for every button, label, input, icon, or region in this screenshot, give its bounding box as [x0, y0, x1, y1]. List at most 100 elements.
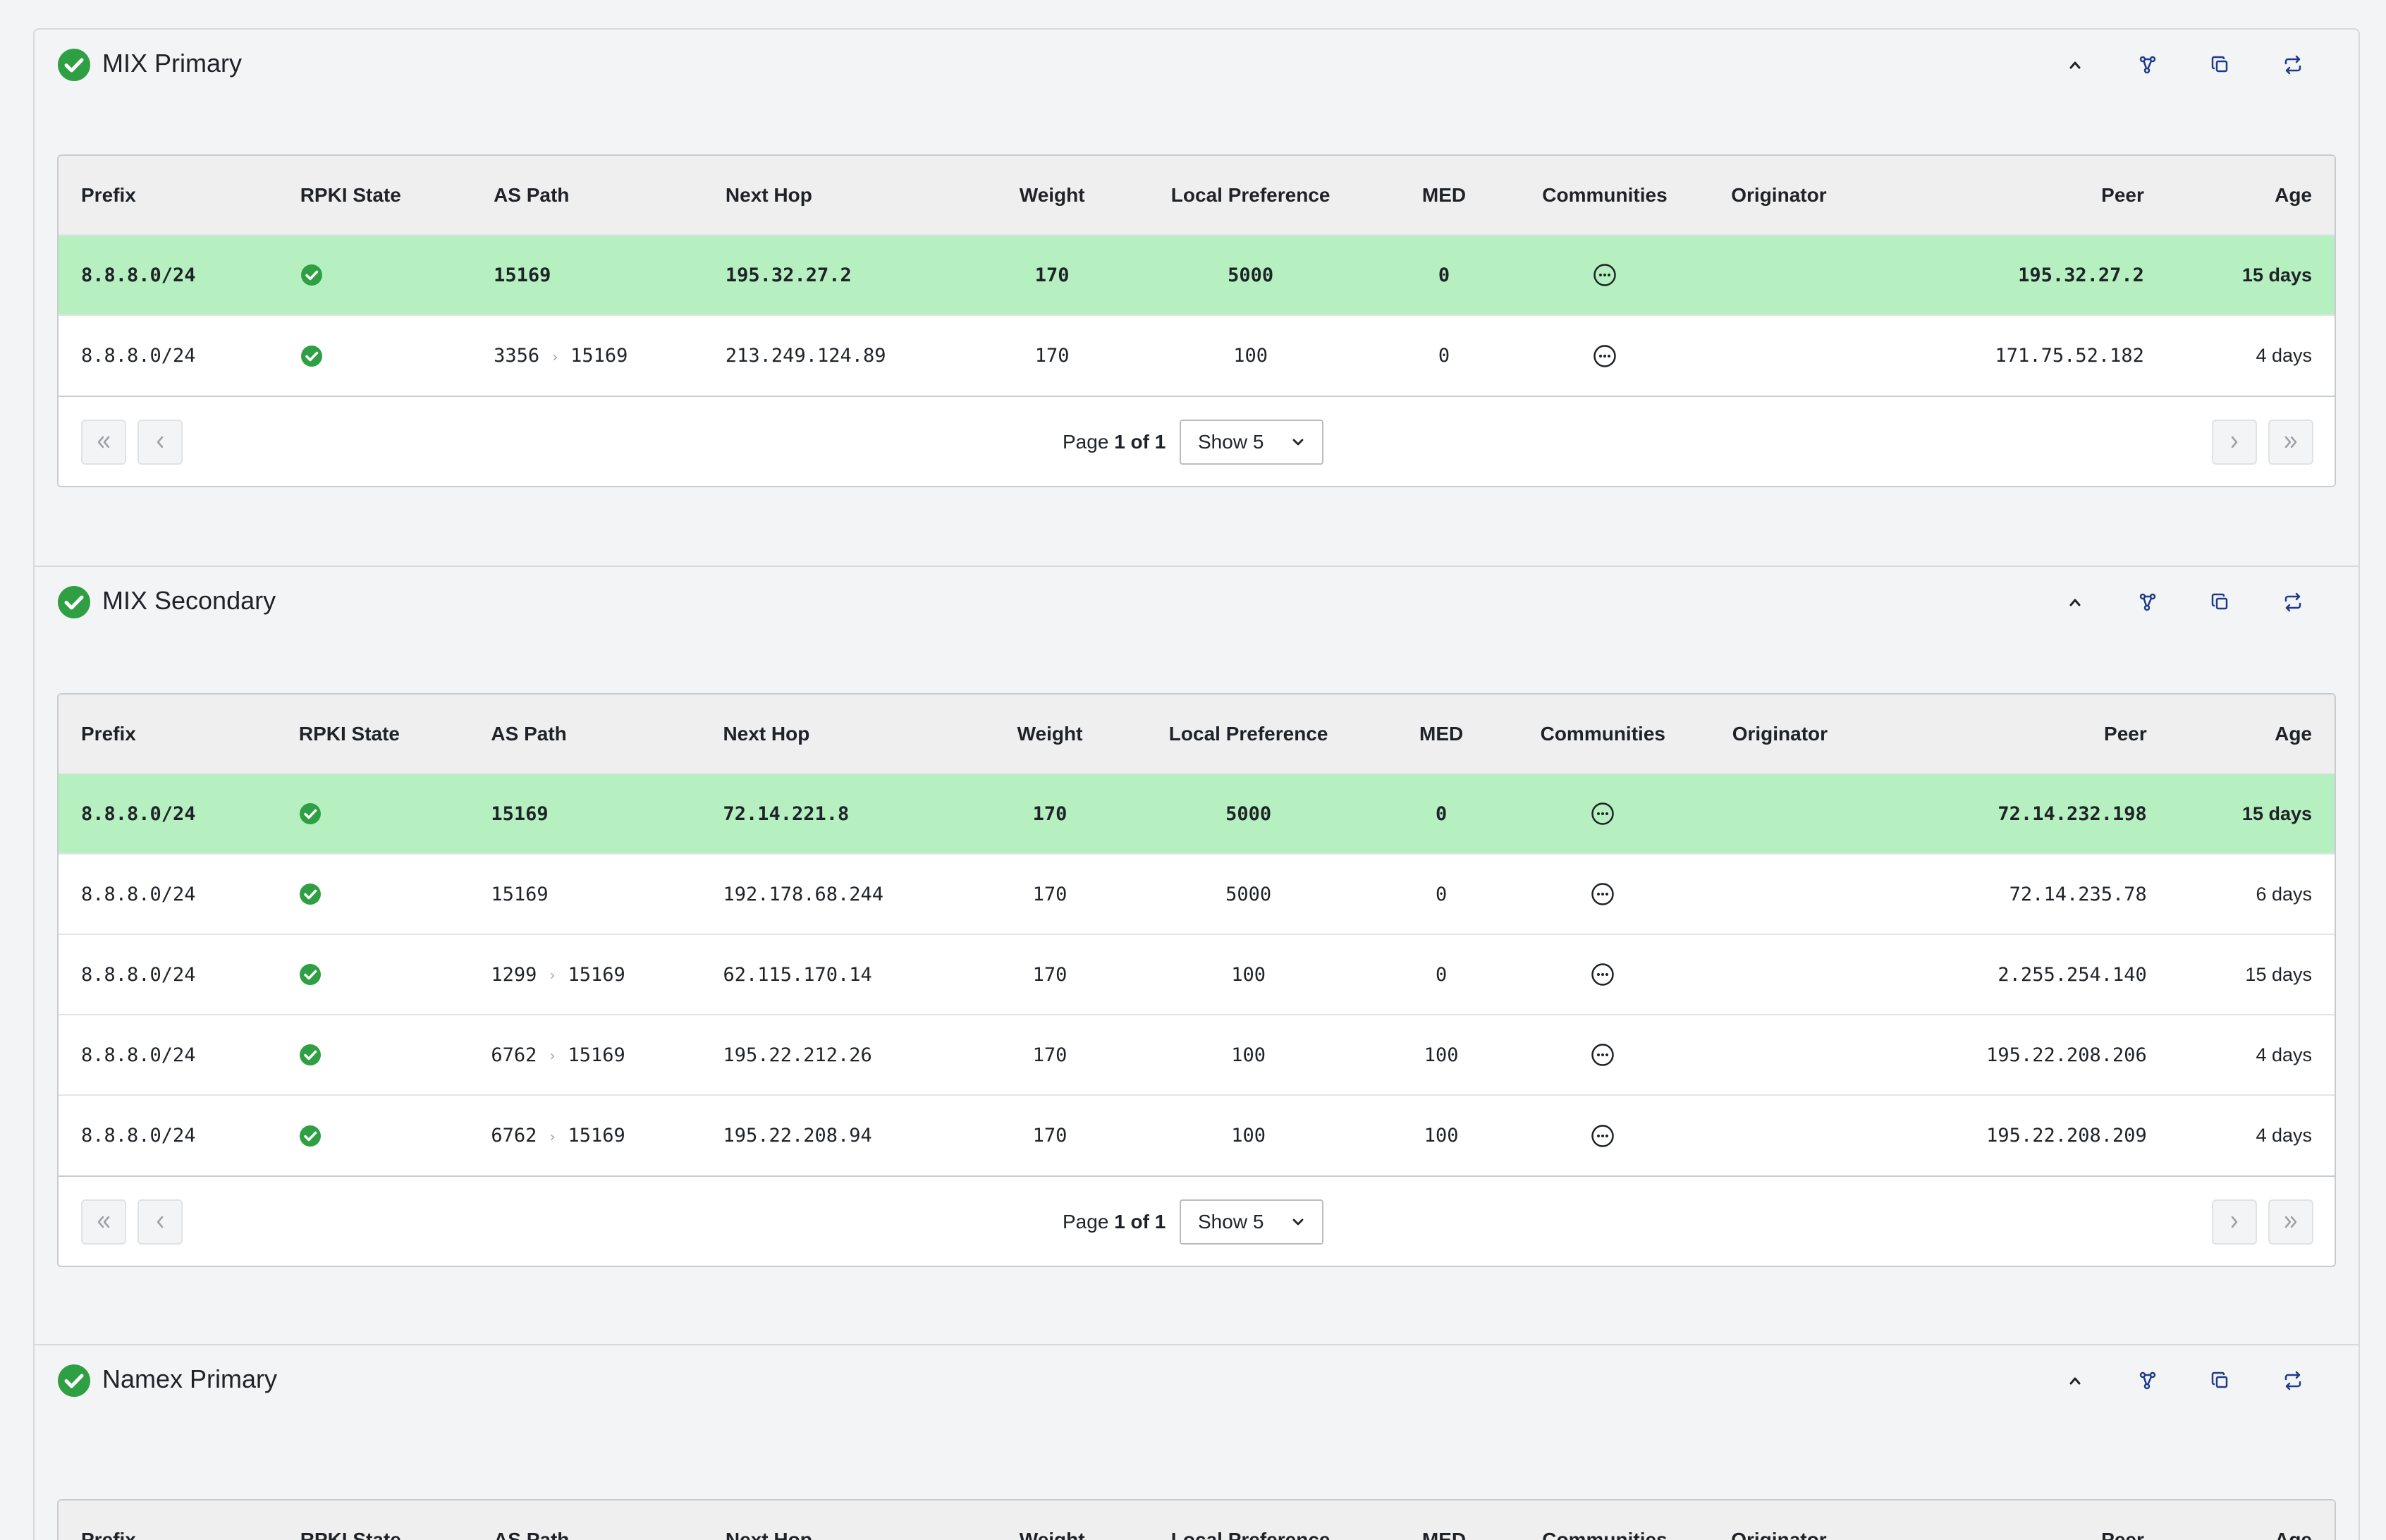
table-row[interactable]: 8.8.8.0/24 3356 › 15169 213.249.124.89 170… — [59, 315, 2335, 396]
col-as-path[interactable]: AS Path — [494, 1529, 570, 1540]
table-header-row: Prefix RPKI State AS Path Next Hop Weigh… — [59, 1501, 2335, 1540]
col-local-pref[interactable]: Local Preference — [1170, 1529, 1330, 1540]
table-row[interactable]: 8.8.8.0/24 1299 › 15169 62.115.170.14 170 … — [59, 934, 2335, 1015]
col-age[interactable]: Age — [2275, 1529, 2312, 1540]
as-path-separator-icon: › — [551, 348, 560, 365]
col-next-hop[interactable]: Next Hop — [725, 183, 812, 206]
prev-page-button[interactable] — [137, 420, 183, 465]
as-number[interactable]: 15169 — [491, 802, 549, 825]
first-page-button[interactable] — [81, 420, 126, 465]
col-med[interactable]: MED — [1419, 722, 1464, 745]
med-cell: 0 — [1438, 345, 1450, 367]
copy-button[interactable] — [2201, 1361, 2240, 1400]
col-communities[interactable]: Communities — [1540, 722, 1665, 745]
router-section: Namex Primary — [35, 1345, 2359, 1540]
copy-button[interactable] — [2201, 582, 2240, 622]
table-row[interactable]: 8.8.8.0/24 15169 192.178.68.244 170 5000… — [59, 854, 2335, 934]
refresh-button[interactable] — [2273, 45, 2313, 85]
as-number[interactable]: 1299 — [491, 963, 537, 986]
as-number[interactable]: 15169 — [494, 264, 551, 286]
col-originator[interactable]: Originator — [1731, 1529, 1827, 1540]
ellipsis-icon[interactable] — [1591, 882, 1615, 906]
col-local-pref[interactable]: Local Preference — [1168, 722, 1328, 745]
graph-button[interactable] — [2128, 45, 2167, 85]
graph-button[interactable] — [2128, 582, 2167, 622]
next-page-button[interactable] — [2212, 420, 2257, 465]
col-local-pref[interactable]: Local Preference — [1170, 183, 1330, 206]
prev-page-button[interactable] — [137, 1199, 183, 1245]
as-path-cell: 1299 › 15169 — [468, 934, 700, 1015]
col-communities[interactable]: Communities — [1542, 183, 1668, 206]
col-next-hop[interactable]: Next Hop — [723, 722, 810, 745]
col-as-path[interactable]: AS Path — [491, 722, 567, 745]
next-hop-cell: 213.249.124.89 — [725, 345, 886, 367]
page-size-select[interactable]: Show 5 — [1180, 1199, 1323, 1245]
col-weight[interactable]: Weight — [1019, 1529, 1085, 1540]
collapse-button[interactable] — [2055, 582, 2095, 622]
col-rpki[interactable]: RPKI State — [298, 722, 400, 745]
rpki-valid-icon — [299, 803, 321, 825]
as-path-cell: 3356 › 15169 — [471, 315, 703, 396]
router-section: MIX Secondary — [35, 567, 2359, 1267]
as-number[interactable]: 15169 — [568, 1044, 625, 1066]
communities-cell — [1496, 934, 1710, 1015]
ellipsis-icon[interactable] — [1591, 1124, 1615, 1148]
refresh-button[interactable] — [2273, 1361, 2313, 1400]
as-number[interactable]: 15169 — [568, 1125, 625, 1147]
col-peer[interactable]: Peer — [2104, 722, 2147, 745]
col-age[interactable]: Age — [2275, 183, 2312, 206]
page-label: Page — [1063, 1211, 1109, 1233]
collapse-button[interactable] — [2055, 1361, 2095, 1400]
ellipsis-icon[interactable] — [1591, 802, 1615, 826]
col-prefix[interactable]: Prefix — [81, 183, 136, 206]
col-weight[interactable]: Weight — [1017, 722, 1083, 745]
col-prefix[interactable]: Prefix — [81, 722, 136, 745]
col-originator[interactable]: Originator — [1731, 183, 1827, 206]
last-page-button[interactable] — [2268, 1199, 2313, 1245]
col-peer[interactable]: Peer — [2101, 1529, 2144, 1540]
first-page-button[interactable] — [81, 1199, 126, 1245]
router-header[interactable]: MIX Primary — [35, 30, 2359, 100]
table-row[interactable]: 8.8.8.0/24 15169 195.32.27.2 170 5000 0 … — [59, 235, 2335, 315]
as-number[interactable]: 3356 — [494, 345, 540, 367]
ellipsis-icon[interactable] — [1591, 963, 1615, 986]
col-med[interactable]: MED — [1421, 183, 1467, 206]
col-next-hop[interactable]: Next Hop — [725, 1529, 812, 1540]
section-divider — [35, 1344, 2359, 1345]
col-rpki[interactable]: RPKI State — [300, 1529, 401, 1540]
table-row[interactable]: 8.8.8.0/24 6762 › 15169 195.22.208.94 170 … — [59, 1095, 2335, 1175]
check-circle-icon — [58, 586, 90, 618]
col-communities[interactable]: Communities — [1542, 1529, 1668, 1540]
as-number[interactable]: 15169 — [568, 963, 625, 986]
as-number[interactable]: 15169 — [491, 883, 549, 905]
col-weight[interactable]: Weight — [1019, 183, 1085, 206]
as-number[interactable]: 6762 — [491, 1044, 537, 1066]
med-cell: 0 — [1438, 264, 1450, 286]
col-peer[interactable]: Peer — [2101, 183, 2144, 206]
ellipsis-icon[interactable] — [1593, 263, 1617, 287]
as-number[interactable]: 15169 — [570, 345, 628, 367]
rpki-cell — [276, 1095, 469, 1175]
collapse-button[interactable] — [2055, 45, 2095, 85]
col-prefix[interactable]: Prefix — [81, 1529, 136, 1540]
copy-button[interactable] — [2201, 45, 2240, 85]
refresh-button[interactable] — [2273, 582, 2313, 622]
col-rpki[interactable]: RPKI State — [300, 183, 401, 206]
ellipsis-icon[interactable] — [1593, 344, 1617, 368]
router-header[interactable]: Namex Primary — [35, 1345, 2359, 1416]
as-path-separator-icon: › — [548, 1128, 557, 1145]
router-header[interactable]: MIX Secondary — [35, 567, 2359, 637]
as-number[interactable]: 6762 — [491, 1125, 537, 1147]
next-page-button[interactable] — [2212, 1199, 2257, 1245]
ellipsis-icon[interactable] — [1591, 1043, 1615, 1067]
table-row[interactable]: 8.8.8.0/24 15169 72.14.221.8 170 5000 0 … — [59, 774, 2335, 854]
page-size-select[interactable]: Show 5 — [1180, 420, 1323, 465]
prefix-cell: 8.8.8.0/24 — [81, 883, 196, 905]
col-as-path[interactable]: AS Path — [494, 183, 570, 206]
col-med[interactable]: MED — [1421, 1529, 1467, 1540]
col-originator[interactable]: Originator — [1732, 722, 1828, 745]
table-row[interactable]: 8.8.8.0/24 6762 › 15169 195.22.212.26 170 … — [59, 1015, 2335, 1095]
graph-button[interactable] — [2128, 1361, 2167, 1400]
col-age[interactable]: Age — [2275, 722, 2312, 745]
last-page-button[interactable] — [2268, 420, 2313, 465]
